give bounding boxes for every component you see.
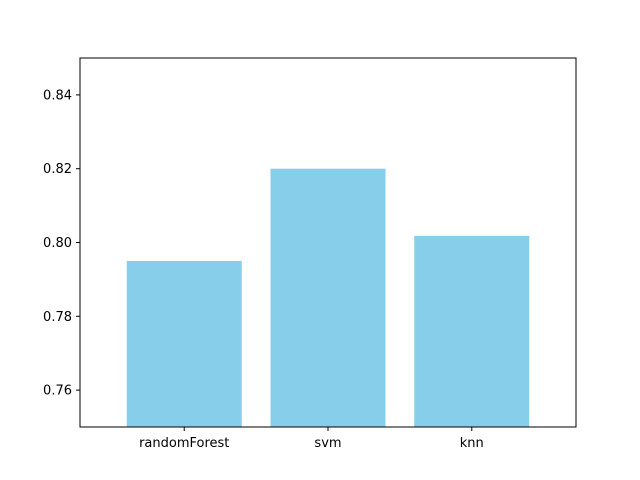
bar-knn	[414, 235, 530, 427]
bar-svm	[270, 168, 386, 427]
x-axis: randomForest svm knn	[139, 427, 484, 451]
x-tick-label: randomForest	[139, 436, 229, 451]
x-tick-label: svm	[314, 436, 341, 451]
y-tick-label: 0.82	[43, 162, 72, 177]
plot-frame	[79, 57, 577, 428]
y-tick-label: 0.76	[43, 384, 72, 399]
y-tick-label: 0.80	[43, 236, 72, 251]
x-tick-label: knn	[460, 436, 484, 451]
bar-randomForest	[126, 260, 242, 427]
y-tick-label: 0.78	[43, 310, 72, 325]
bars-group	[126, 168, 530, 427]
y-axis: 0.76 0.78 0.80 0.82 0.84	[43, 88, 80, 399]
y-tick-label: 0.84	[43, 88, 72, 103]
